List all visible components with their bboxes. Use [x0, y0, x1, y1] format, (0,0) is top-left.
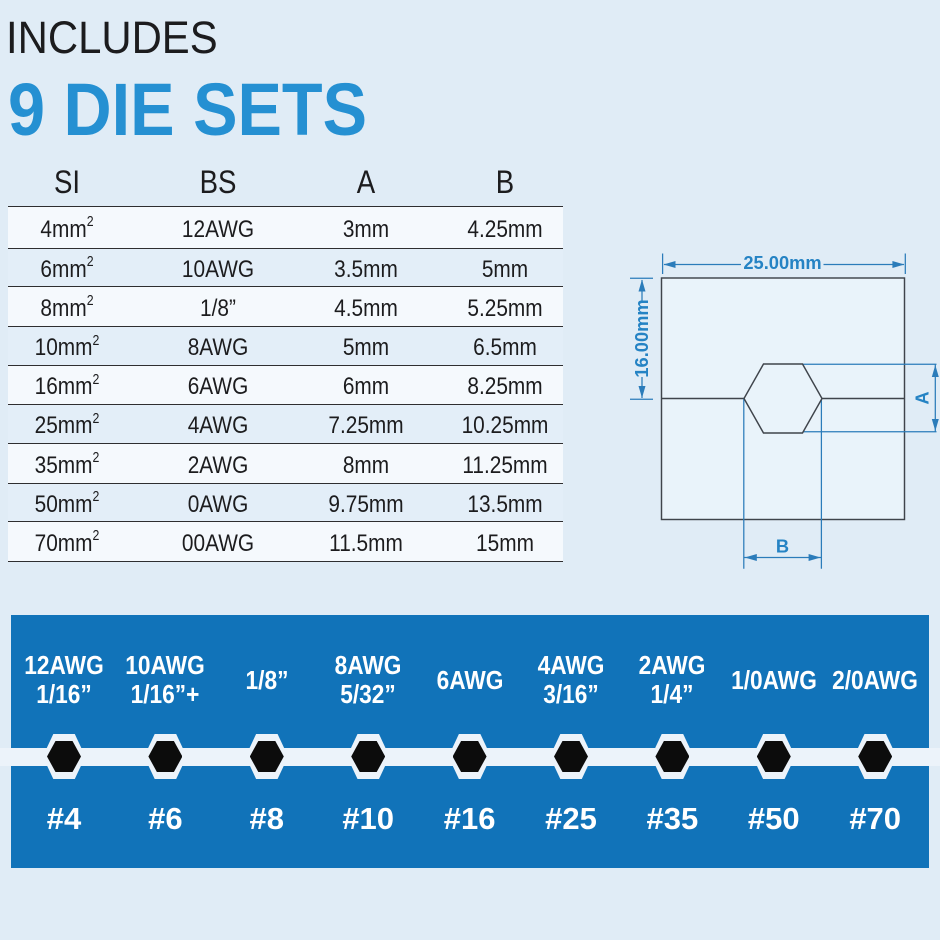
svg-text:16.00mm: 16.00mm: [631, 299, 652, 377]
svg-text:25.00mm: 25.00mm: [743, 252, 821, 273]
svg-text:A: A: [912, 391, 933, 404]
svg-text:B: B: [776, 536, 789, 557]
